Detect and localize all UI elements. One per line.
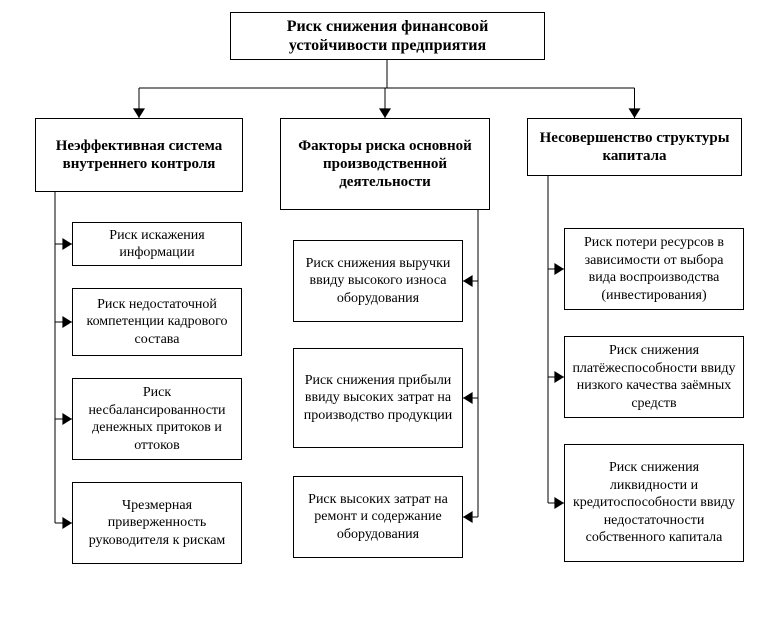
category-node: Факторы риска основной производственной …	[280, 118, 490, 210]
leaf-node: Чрезмерная приверженность руководителя к…	[72, 482, 242, 564]
leaf-node: Риск высоких затрат на ремонт и содержан…	[293, 476, 463, 558]
category-node: Неэффективная система внутреннего контро…	[35, 118, 243, 192]
category-node: Несовершенство структуры капитала	[527, 118, 742, 176]
leaf-node: Риск снижения ликвидности и кредитоспосо…	[564, 444, 744, 562]
leaf-node: Риск снижения выручки ввиду высокого изн…	[293, 240, 463, 322]
leaf-node: Риск потери ресурсов в зависимости от вы…	[564, 228, 744, 310]
leaf-node: Риск искажения информации	[72, 222, 242, 266]
leaf-node: Риск недостаточной компетенции кадрового…	[72, 288, 242, 356]
root-node: Риск снижения финансовой устойчивости пр…	[230, 12, 545, 60]
leaf-node: Риск несбалансированности денежных прито…	[72, 378, 242, 460]
leaf-node: Риск снижения прибыли ввиду высоких затр…	[293, 348, 463, 448]
leaf-node: Риск снижения платёжеспособности ввиду н…	[564, 336, 744, 418]
